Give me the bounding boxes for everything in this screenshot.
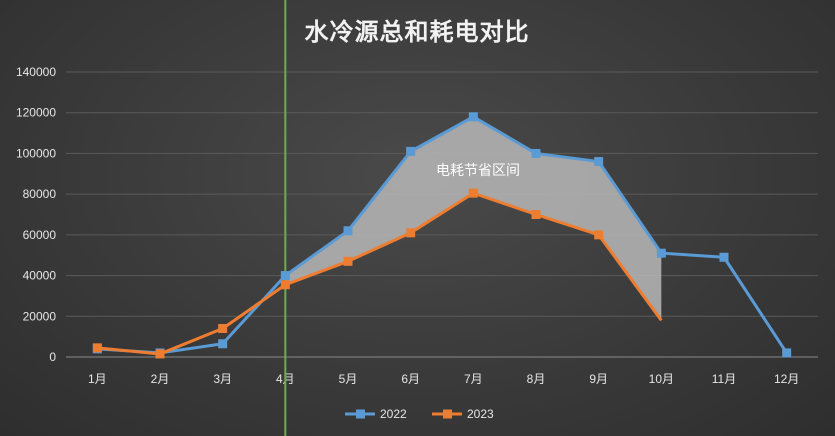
y-tick-label: 100000 (16, 146, 56, 160)
legend-label: 2023 (467, 407, 494, 421)
y-tick-label: 60000 (23, 228, 57, 242)
x-axis-ticks: 1月2月3月4月5月6月7月8月9月10月11月12月 (88, 372, 799, 386)
series-line (97, 191, 663, 356)
data-point (406, 146, 416, 156)
x-tick-label: 10月 (649, 372, 674, 386)
data-point (531, 148, 541, 158)
savings-area-shape (285, 116, 662, 321)
y-tick-label: 80000 (23, 187, 57, 201)
data-point (218, 339, 228, 349)
data-point (155, 349, 165, 359)
data-point (656, 248, 666, 258)
data-point (594, 157, 604, 167)
x-tick-label: 3月 (213, 372, 232, 386)
data-point (280, 280, 290, 290)
chart-title: 水冷源总和耗电对比 (305, 18, 530, 46)
data-point (92, 343, 102, 353)
x-tick-label: 7月 (464, 372, 483, 386)
y-tick-label: 0 (49, 350, 56, 364)
data-point (719, 252, 729, 262)
legend-label: 2022 (380, 407, 407, 421)
y-tick-label: 120000 (16, 106, 56, 120)
y-tick-label: 40000 (23, 269, 57, 283)
data-point (280, 271, 290, 281)
data-point (218, 324, 228, 333)
x-tick-label: 11月 (712, 372, 736, 386)
legend-marker (443, 409, 452, 419)
x-tick-label: 1月 (88, 372, 107, 386)
data-point (531, 210, 541, 219)
y-axis-ticks: 0 20000 40000 60000 80000 100000 120000 140000 (16, 65, 56, 364)
savings-annotation: 电耗节省区间 (436, 163, 520, 179)
x-tick-label: 2月 (151, 372, 170, 386)
savings-area (285, 116, 662, 321)
series-line (97, 115, 788, 355)
data-point (343, 256, 353, 266)
series-group (92, 112, 792, 359)
y-tick-label: 140000 (16, 65, 56, 79)
series-2022 (92, 112, 792, 358)
data-point (782, 348, 792, 358)
x-tick-label: 8月 (527, 372, 546, 386)
y-tick-label: 20000 (23, 309, 57, 323)
legend: 2022 2023 (345, 407, 494, 421)
data-point (343, 226, 353, 236)
x-tick-label: 9月 (589, 372, 608, 386)
data-point (406, 228, 416, 238)
data-point (468, 112, 478, 122)
legend-marker (356, 409, 365, 419)
series-2023 (92, 188, 663, 359)
x-tick-label: 5月 (339, 372, 358, 386)
data-point (594, 230, 604, 240)
data-point (468, 188, 478, 198)
x-tick-label: 6月 (401, 372, 420, 386)
x-tick-label: 12月 (774, 372, 799, 386)
